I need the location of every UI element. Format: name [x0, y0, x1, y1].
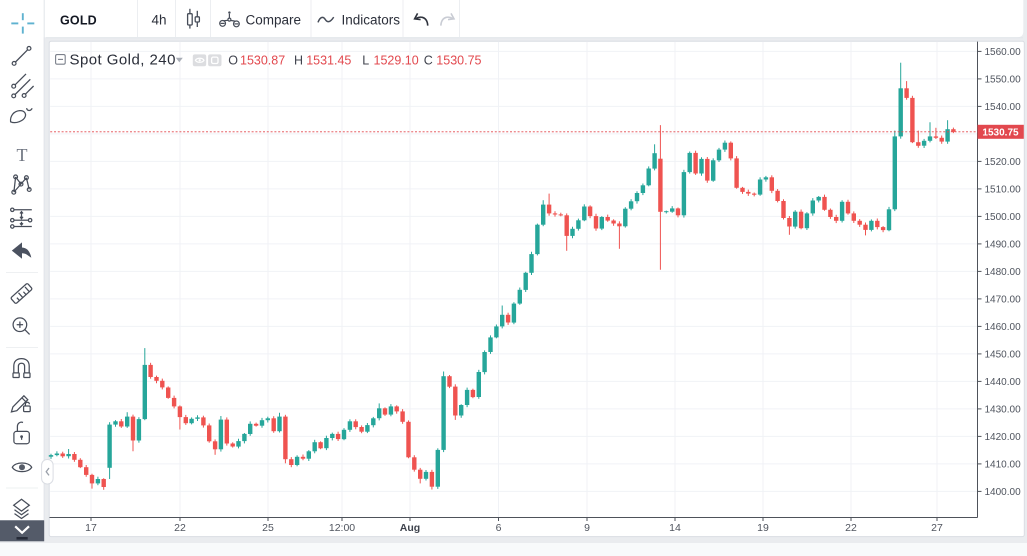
svg-text:1400.00: 1400.00	[985, 487, 1022, 498]
svg-text:1410.00: 1410.00	[985, 459, 1022, 470]
svg-text:14: 14	[669, 522, 681, 534]
svg-text:H: H	[294, 53, 303, 67]
svg-text:25: 25	[262, 522, 274, 534]
svg-text:Indicators: Indicators	[342, 13, 401, 28]
svg-text:1529.10: 1529.10	[374, 53, 419, 67]
svg-text:O: O	[228, 53, 238, 67]
svg-text:1460.00: 1460.00	[985, 322, 1022, 333]
svg-text:1490.00: 1490.00	[985, 239, 1022, 250]
svg-text:1531.45: 1531.45	[306, 53, 351, 67]
svg-text:17: 17	[85, 522, 97, 534]
svg-text:GOLD: GOLD	[60, 13, 97, 27]
svg-text:1550.00: 1550.00	[985, 74, 1022, 85]
svg-text:1420.00: 1420.00	[985, 432, 1022, 443]
svg-text:12:00: 12:00	[329, 522, 355, 534]
svg-text:1560.00: 1560.00	[985, 47, 1022, 58]
svg-text:1480.00: 1480.00	[985, 267, 1022, 278]
svg-text:1510.00: 1510.00	[985, 184, 1022, 195]
svg-text:1520.00: 1520.00	[985, 157, 1022, 168]
svg-text:1500.00: 1500.00	[985, 212, 1022, 223]
svg-text:22: 22	[174, 522, 186, 534]
svg-text:1470.00: 1470.00	[985, 294, 1022, 305]
svg-text:9: 9	[584, 522, 590, 534]
svg-text:C: C	[424, 53, 433, 67]
svg-text:1530.75: 1530.75	[982, 127, 1019, 138]
svg-text:27: 27	[931, 522, 943, 534]
svg-text:T: T	[17, 145, 28, 165]
svg-text:1530.75: 1530.75	[436, 53, 481, 67]
svg-text:1450.00: 1450.00	[985, 349, 1022, 360]
svg-text:22: 22	[845, 522, 857, 534]
svg-text:1430.00: 1430.00	[985, 404, 1022, 415]
svg-text:Aug: Aug	[400, 522, 420, 534]
svg-text:4h: 4h	[152, 13, 167, 28]
svg-text:1440.00: 1440.00	[985, 377, 1022, 388]
svg-text:6: 6	[496, 522, 502, 534]
svg-text:19: 19	[757, 522, 769, 534]
svg-text:L: L	[362, 53, 369, 67]
svg-text:Compare: Compare	[246, 13, 302, 28]
svg-text:1530.87: 1530.87	[240, 53, 285, 67]
svg-text:Spot Gold, 240: Spot Gold, 240	[70, 51, 176, 68]
svg-text:1540.00: 1540.00	[985, 102, 1022, 113]
